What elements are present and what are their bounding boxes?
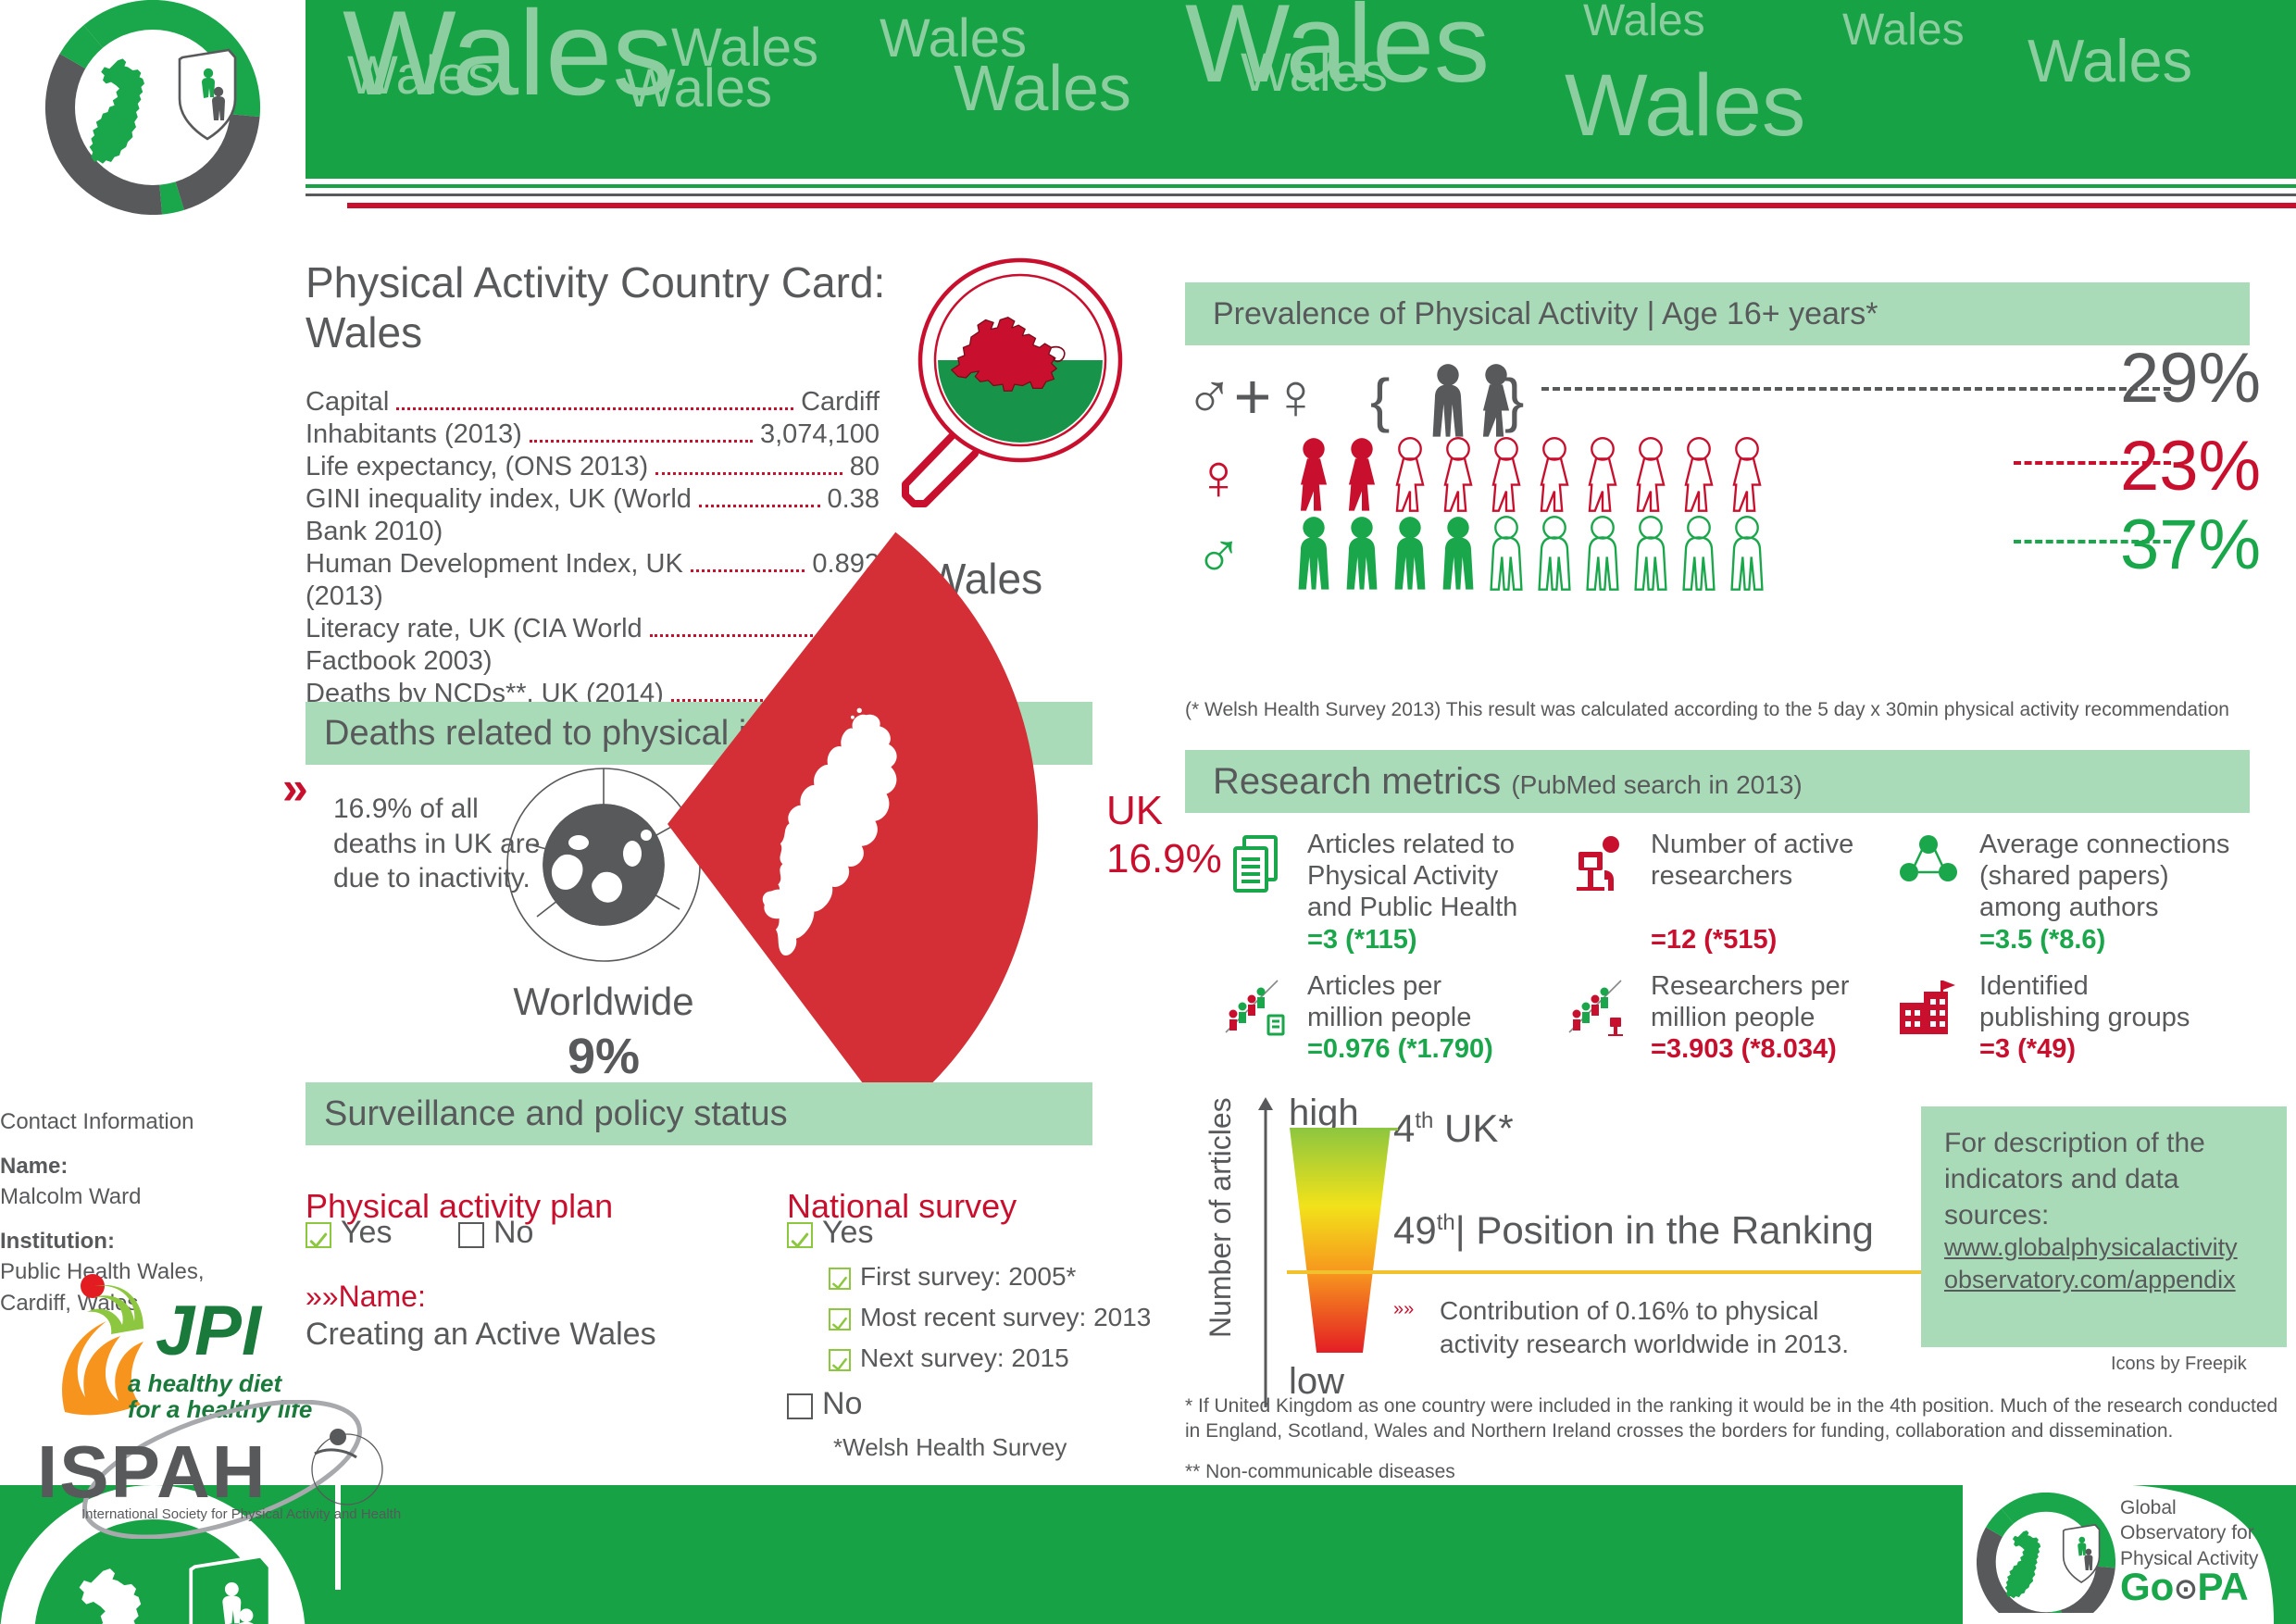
svg-text:JPI: JPI bbox=[156, 1292, 263, 1370]
svg-text:ISPAH: ISPAH bbox=[37, 1430, 268, 1513]
svg-text:International Society for Phys: International Society for Physical Activ… bbox=[81, 1506, 401, 1522]
svg-text:a healthy diet: a healthy diet bbox=[128, 1369, 282, 1397]
